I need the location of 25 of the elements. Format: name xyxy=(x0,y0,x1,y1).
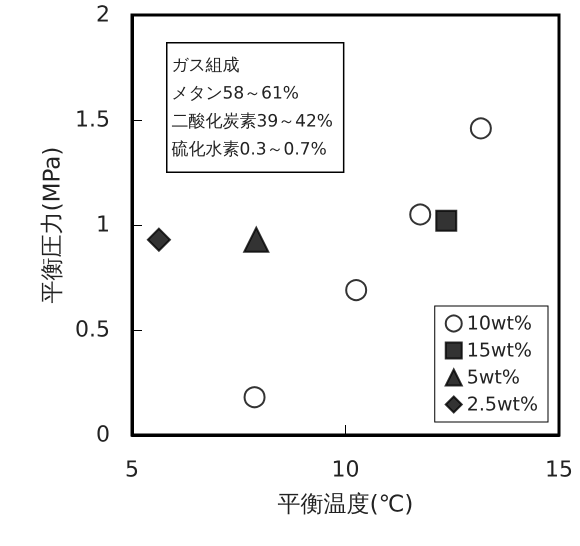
annotation: ガス組成 xyxy=(172,56,240,76)
legend-label: 15wt% xyxy=(466,340,532,362)
y-tick-label: 1 xyxy=(96,212,110,238)
x-tick-label: 10 xyxy=(332,458,360,482)
annotation: 硫化水素0.3～0.7% xyxy=(172,140,327,160)
point xyxy=(470,117,492,140)
legend-label: 2.5wt% xyxy=(466,394,538,416)
y-tick-label: 1.5 xyxy=(75,108,110,132)
x-tick-label: 15 xyxy=(545,458,573,482)
y-tick-label: 0 xyxy=(96,422,110,448)
point xyxy=(435,210,458,232)
point xyxy=(146,228,171,252)
legend-label: 5wt% xyxy=(466,366,520,388)
y-axis-title: 平衡圧力(MPa) xyxy=(40,146,66,304)
y-tick-label: 0.5 xyxy=(75,318,110,342)
legend-label: 10wt% xyxy=(466,312,532,334)
point xyxy=(243,226,270,253)
point xyxy=(345,279,368,302)
annotation: 二酸化炭素39～42% xyxy=(172,112,333,132)
point xyxy=(409,204,432,226)
x-axis-title: 平衡温度(℃) xyxy=(278,492,414,518)
x-tick-label: 5 xyxy=(125,458,139,482)
annotation: メタン58～61% xyxy=(172,84,299,104)
point xyxy=(244,386,266,408)
y-tick-label: 2 xyxy=(96,2,110,28)
